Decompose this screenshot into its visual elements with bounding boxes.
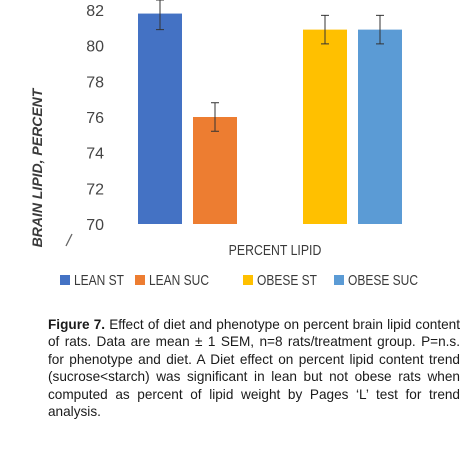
bar-lean-st bbox=[138, 13, 182, 225]
y-tick-label: 78 bbox=[86, 74, 104, 91]
legend-item-lean-suc: LEAN SUC bbox=[135, 272, 209, 289]
legend-swatch bbox=[135, 275, 145, 285]
legend: LEAN ST LEAN SUC OBESE ST OBESE SUC bbox=[60, 272, 418, 289]
legend-item-lean-st: LEAN ST bbox=[60, 272, 124, 289]
caption-label: Figure 7. bbox=[48, 317, 106, 332]
error-bar bbox=[321, 14, 329, 45]
error-bar bbox=[376, 14, 384, 45]
y-tick-label: 74 bbox=[86, 146, 104, 163]
y-axis-ticks: 70 72 74 76 78 80 82 bbox=[86, 3, 104, 234]
y-tick-label: 70 bbox=[86, 217, 104, 234]
bar-chart: 70 72 74 76 78 80 82 BRAIN LIPID, PERCENT PERC… bbox=[29, 0, 418, 289]
legend-label: LEAN ST bbox=[74, 272, 124, 289]
error-bar bbox=[211, 102, 219, 132]
figure-caption: Figure 7. Effect of diet and phenotype o… bbox=[48, 316, 460, 420]
caption-text: Effect of diet and phenotype on percent … bbox=[48, 317, 460, 420]
legend-label: OBESE ST bbox=[257, 272, 317, 289]
legend-label: OBESE SUC bbox=[348, 272, 418, 289]
y-tick-label: 76 bbox=[86, 110, 104, 127]
axis-break-mark bbox=[65, 233, 73, 247]
legend-swatch bbox=[60, 275, 70, 285]
y-tick-label: 82 bbox=[86, 3, 104, 20]
legend-swatch bbox=[334, 275, 344, 285]
legend-item-obese-suc: OBESE SUC bbox=[334, 272, 418, 289]
legend-item-obese-st: OBESE ST bbox=[243, 272, 317, 289]
x-axis-label: PERCENT LIPID bbox=[229, 242, 322, 258]
y-axis-label: BRAIN LIPID, PERCENT bbox=[29, 87, 45, 247]
bars bbox=[138, 0, 402, 225]
bar-obese-suc bbox=[358, 29, 402, 224]
bar-lean-suc bbox=[193, 117, 237, 224]
legend-swatch bbox=[243, 275, 253, 285]
bar-obese-st bbox=[303, 29, 347, 224]
y-tick-label: 80 bbox=[86, 39, 104, 56]
error-bar bbox=[156, 0, 164, 31]
y-tick-label: 72 bbox=[86, 181, 104, 198]
legend-label: LEAN SUC bbox=[149, 272, 209, 289]
